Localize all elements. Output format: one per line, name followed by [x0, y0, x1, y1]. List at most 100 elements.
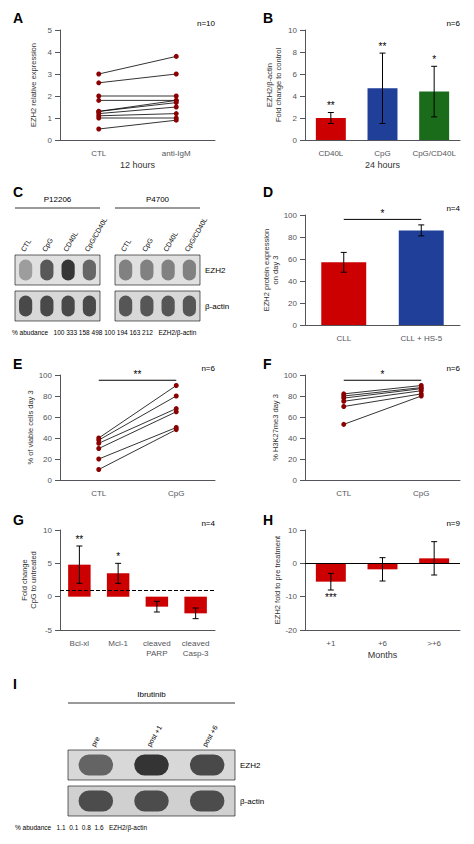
svg-text:CTL: CTL: [336, 489, 352, 498]
svg-text:pre: pre: [90, 735, 102, 748]
svg-text:40: 40: [288, 434, 297, 443]
svg-text:CpG/CD40L: CpG/CD40L: [183, 216, 209, 253]
svg-text:CD40L: CD40L: [318, 149, 343, 158]
svg-text:80: 80: [43, 392, 52, 401]
svg-text:-5: -5: [45, 626, 53, 635]
svg-text:**: **: [75, 534, 83, 545]
svg-text:CpG: CpG: [141, 237, 155, 253]
svg-text:Fold change to control: Fold change to control: [274, 48, 283, 123]
svg-text:2: 2: [48, 92, 53, 101]
svg-text:% H3K27me3 day 3: % H3K27me3 day 3: [271, 394, 280, 461]
svg-text:*: *: [381, 369, 385, 380]
svg-text:10: 10: [43, 526, 52, 535]
svg-text:n=6: n=6: [446, 364, 460, 373]
svg-text:B: B: [263, 10, 273, 26]
svg-text:4: 4: [293, 92, 298, 101]
svg-text:8: 8: [293, 48, 298, 57]
svg-text:6: 6: [293, 70, 298, 79]
svg-text:EZH2 protein expression: EZH2 protein expression: [262, 229, 271, 312]
svg-text:CpG: CpG: [374, 149, 390, 158]
svg-text:1: 1: [48, 114, 53, 123]
svg-text:*: *: [432, 54, 436, 65]
svg-text:post +6: post +6: [201, 724, 220, 748]
svg-text:20: 20: [43, 455, 52, 464]
svg-text:>+6: >+6: [427, 639, 441, 648]
svg-text:P12206: P12206: [44, 195, 72, 204]
svg-text:100: 100: [284, 371, 298, 380]
svg-text:2: 2: [293, 114, 298, 123]
svg-text:10: 10: [288, 526, 297, 535]
svg-text:4: 4: [48, 48, 53, 57]
svg-text:G: G: [13, 512, 24, 528]
svg-text:Bcl-xl: Bcl-xl: [70, 639, 90, 648]
svg-text:80: 80: [288, 233, 297, 242]
svg-text:*: *: [381, 208, 385, 219]
svg-text:CpG to untreated: CpG to untreated: [29, 551, 38, 609]
svg-text:cleaved: cleaved: [143, 639, 171, 648]
svg-text:40: 40: [288, 277, 297, 286]
svg-text:-20: -20: [285, 626, 297, 635]
svg-text:CTL: CTL: [120, 238, 133, 253]
svg-text:EZH2/β-actin: EZH2/β-actin: [265, 63, 274, 107]
svg-text:***: ***: [325, 592, 337, 603]
svg-text:F: F: [263, 356, 272, 372]
svg-text:n=6: n=6: [446, 19, 460, 28]
svg-text:n=9: n=9: [446, 519, 460, 528]
svg-text:5: 5: [48, 559, 53, 568]
svg-text:0: 0: [48, 136, 53, 145]
svg-text:n=10: n=10: [197, 19, 216, 28]
svg-text:CpG/CD40L: CpG/CD40L: [412, 149, 456, 158]
svg-text:anti-IgM: anti-IgM: [162, 149, 191, 158]
svg-text:CD40L: CD40L: [162, 230, 179, 252]
svg-text:n=4: n=4: [201, 519, 215, 528]
svg-text:0: 0: [48, 476, 53, 485]
svg-text:*: *: [116, 551, 120, 562]
svg-text:80: 80: [288, 392, 297, 401]
svg-text:A: A: [13, 10, 23, 26]
svg-text:20: 20: [288, 299, 297, 308]
svg-text:cleaved: cleaved: [182, 639, 210, 648]
svg-text:PARP: PARP: [146, 649, 167, 658]
svg-text:Ibrutinib: Ibrutinib: [137, 690, 166, 699]
svg-text:Fold change: Fold change: [20, 559, 29, 600]
svg-text:0: 0: [293, 136, 298, 145]
svg-text:I: I: [13, 676, 17, 692]
svg-text:H: H: [263, 512, 273, 528]
svg-text:0: 0: [293, 321, 298, 330]
svg-text:n=4: n=4: [446, 204, 460, 213]
svg-text:+6: +6: [378, 639, 388, 648]
svg-text:on day 3: on day 3: [271, 256, 280, 285]
svg-text:**: **: [134, 369, 142, 380]
svg-text:CLL: CLL: [336, 334, 351, 343]
svg-text:EZH2: EZH2: [240, 761, 261, 770]
svg-text:60: 60: [288, 413, 297, 422]
svg-text:Months: Months: [368, 650, 398, 660]
svg-text:**: **: [327, 100, 335, 111]
svg-text:C: C: [13, 184, 23, 200]
svg-text:60: 60: [288, 255, 297, 264]
svg-text:Mcl-1: Mcl-1: [108, 639, 128, 648]
svg-text:5: 5: [48, 26, 53, 35]
svg-text:% abudance 100 333 158 498 1: % abudance 100 333 158 498 100 194 163 2…: [12, 329, 197, 337]
svg-text:100: 100: [284, 211, 298, 220]
svg-text:CpG/CD40L: CpG/CD40L: [83, 216, 109, 253]
svg-text:n=6: n=6: [201, 364, 215, 373]
svg-text:60: 60: [43, 413, 52, 422]
svg-text:3: 3: [48, 70, 53, 79]
svg-text:β-actin: β-actin: [205, 302, 229, 311]
svg-text:-10: -10: [285, 592, 297, 601]
svg-text:CLL + HS-5: CLL + HS-5: [400, 334, 442, 343]
svg-text:10: 10: [288, 26, 297, 35]
svg-text:20: 20: [288, 455, 297, 464]
svg-text:P4700: P4700: [146, 195, 170, 204]
svg-text:0: 0: [293, 559, 298, 568]
svg-text:CpG: CpG: [41, 237, 55, 253]
svg-text:CTL: CTL: [91, 149, 107, 158]
svg-text:% of viable cells day 3: % of viable cells day 3: [26, 390, 35, 464]
svg-text:+1: +1: [326, 639, 336, 648]
svg-text:12 hours: 12 hours: [120, 160, 156, 170]
svg-text:0: 0: [293, 476, 298, 485]
svg-text:Casp-3: Casp-3: [183, 649, 209, 658]
svg-text:CTL: CTL: [91, 489, 107, 498]
svg-text:E: E: [13, 356, 22, 372]
